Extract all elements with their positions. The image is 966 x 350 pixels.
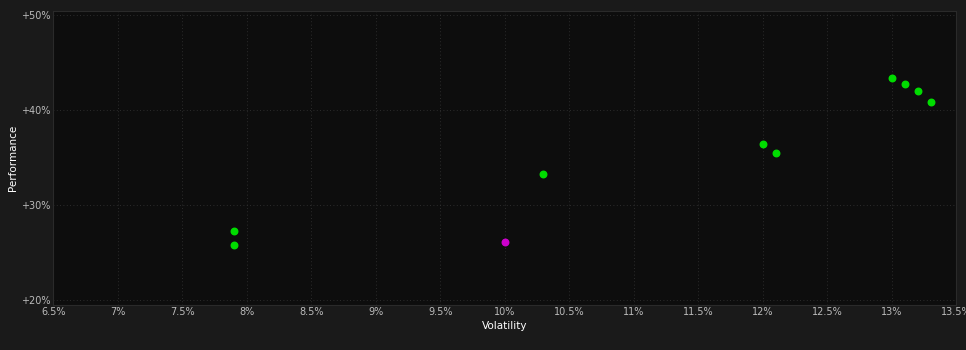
Point xyxy=(226,242,242,247)
Y-axis label: Performance: Performance xyxy=(8,124,18,191)
Point xyxy=(910,88,925,94)
Point xyxy=(226,229,242,234)
Point xyxy=(755,141,771,147)
Point xyxy=(768,150,783,155)
Point xyxy=(923,100,938,105)
Point xyxy=(897,82,913,87)
Point xyxy=(497,239,513,245)
Point xyxy=(536,171,552,176)
Point xyxy=(884,75,899,80)
X-axis label: Volatility: Volatility xyxy=(482,321,527,331)
